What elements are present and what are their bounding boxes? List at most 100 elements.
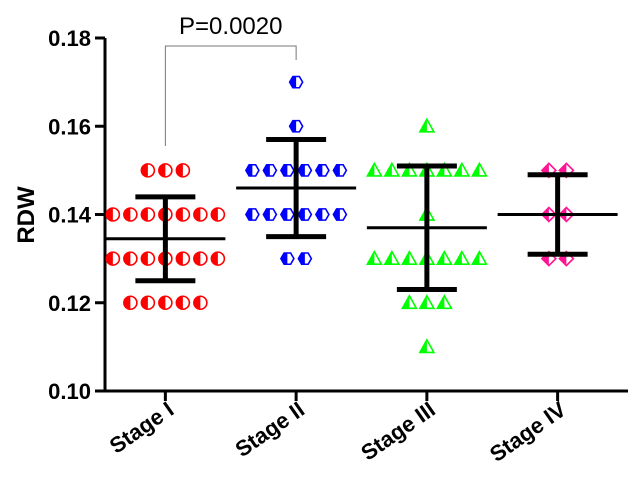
marker-fill xyxy=(384,251,392,265)
data-point xyxy=(140,251,156,266)
data-point xyxy=(418,294,436,310)
axes: 0.10 0.12 0.14 0.16 0.18 Stage I Stage II Stage… xyxy=(48,26,628,467)
marker-fill xyxy=(367,251,375,265)
marker-fill xyxy=(141,252,148,266)
data-point xyxy=(332,163,348,177)
marker-fill xyxy=(419,339,427,353)
data-point xyxy=(262,208,278,221)
data-point xyxy=(193,251,208,266)
marker-fill xyxy=(402,251,410,265)
data-point xyxy=(418,338,436,354)
marker-fill xyxy=(211,252,218,266)
data-point xyxy=(453,249,471,266)
data-point xyxy=(210,251,226,266)
marker-fill xyxy=(384,163,392,176)
x-tick-label: Stage IV xyxy=(485,396,571,466)
marker-fill xyxy=(280,164,288,177)
data-point xyxy=(175,295,191,311)
y-tick-label: 0.18 xyxy=(48,26,91,51)
marker-fill xyxy=(402,163,410,176)
marker-fill xyxy=(141,296,148,310)
marker-fill xyxy=(158,163,166,177)
data-point xyxy=(140,295,156,311)
data-point xyxy=(366,161,383,177)
marker-fill xyxy=(123,296,131,310)
marker-fill xyxy=(333,164,340,177)
data-point xyxy=(262,163,278,177)
marker-fill xyxy=(193,296,201,310)
data-point xyxy=(314,208,330,221)
data-point xyxy=(193,295,208,311)
marker-fill xyxy=(245,208,253,221)
data-point xyxy=(418,117,436,133)
marker-fill xyxy=(263,208,270,221)
data-point xyxy=(297,163,313,177)
marker-fill xyxy=(454,163,462,176)
marker-fill xyxy=(419,295,427,309)
marker-fill xyxy=(158,296,166,310)
data-points xyxy=(105,75,575,354)
y-tick-label: 0.16 xyxy=(48,114,91,139)
marker-fill xyxy=(193,208,201,221)
marker-fill xyxy=(298,164,305,177)
data-point xyxy=(288,119,304,133)
data-point xyxy=(158,163,173,178)
marker-fill xyxy=(289,120,297,132)
marker-fill xyxy=(280,252,288,265)
marker-fill xyxy=(176,252,183,266)
data-point xyxy=(297,252,313,266)
x-tick-label: Stage II xyxy=(231,397,309,462)
marker-fill xyxy=(141,208,148,221)
marker-fill xyxy=(454,251,462,265)
marker-fill xyxy=(437,251,445,265)
data-point xyxy=(279,252,295,266)
marker-fill xyxy=(289,76,297,88)
data-point xyxy=(436,294,453,310)
data-point xyxy=(314,163,330,177)
marker-fill xyxy=(245,164,253,177)
marker-fill xyxy=(367,163,375,176)
marker-fill xyxy=(193,252,201,266)
marker-fill xyxy=(472,251,480,265)
data-point xyxy=(279,208,295,221)
y-tick-label: 0.14 xyxy=(48,203,92,228)
data-point xyxy=(175,163,191,178)
marker-fill xyxy=(123,208,131,221)
data-point xyxy=(244,208,260,221)
mean-sd-bars xyxy=(105,136,618,293)
data-point xyxy=(366,249,383,266)
marker-fill xyxy=(263,164,270,177)
marker-fill xyxy=(437,163,445,176)
data-point xyxy=(193,207,208,222)
marker-fill xyxy=(333,208,340,221)
marker-fill xyxy=(298,252,305,265)
data-point xyxy=(123,207,138,222)
marker-fill xyxy=(315,164,323,177)
data-point xyxy=(332,208,348,221)
data-point xyxy=(297,208,313,221)
marker-fill xyxy=(106,252,113,266)
y-tick-label: 0.10 xyxy=(48,379,91,404)
marker-fill xyxy=(437,295,445,309)
marker-fill xyxy=(123,252,131,266)
marker-fill xyxy=(298,208,305,221)
bracket-line xyxy=(164,45,297,146)
x-tick-label: Stage I xyxy=(105,397,178,459)
data-point xyxy=(175,207,191,222)
data-point xyxy=(471,161,488,177)
data-point xyxy=(401,294,418,310)
p-value-label: P=0.0020 xyxy=(179,13,282,40)
marker-fill xyxy=(176,163,183,177)
marker-fill xyxy=(419,119,427,132)
data-point xyxy=(158,295,173,311)
data-point xyxy=(105,251,121,266)
y-tick-label: 0.12 xyxy=(48,291,91,316)
data-point xyxy=(436,249,453,266)
data-point xyxy=(401,249,418,266)
marker-fill xyxy=(106,208,113,221)
data-point xyxy=(105,207,121,222)
marker-fill xyxy=(141,163,148,177)
marker-fill xyxy=(315,208,323,221)
data-point xyxy=(175,251,191,266)
marker-fill xyxy=(402,295,410,309)
